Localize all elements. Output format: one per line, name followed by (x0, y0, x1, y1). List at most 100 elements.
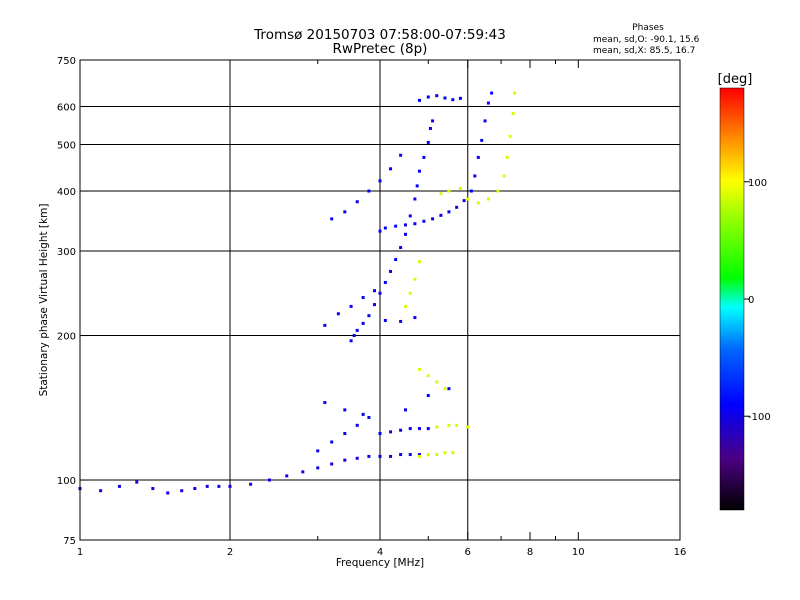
data-point (426, 95, 430, 99)
data-point (378, 432, 382, 436)
data-point (508, 134, 512, 138)
data-point (373, 289, 377, 293)
data-point (426, 427, 430, 431)
y-tick-label: 75 (63, 536, 76, 547)
y-tick-label: 300 (57, 247, 76, 258)
data-point (151, 487, 155, 491)
data-point (355, 423, 359, 427)
data-point (355, 200, 359, 204)
data-point (205, 484, 209, 488)
data-point (343, 210, 347, 214)
data-point (217, 484, 221, 488)
data-point (394, 258, 398, 262)
data-point (439, 192, 443, 196)
x-tick-label: 4 (377, 547, 383, 558)
data-point (415, 184, 419, 188)
data-point (455, 423, 459, 427)
data-point (343, 432, 347, 436)
data-point (352, 334, 356, 338)
data-point (180, 489, 184, 493)
data-point (513, 91, 517, 95)
data-point (399, 153, 403, 157)
data-point (451, 98, 455, 102)
data-point (483, 119, 487, 123)
data-point (378, 179, 382, 183)
data-point (476, 201, 480, 205)
data-point (399, 453, 403, 457)
data-point (378, 229, 382, 233)
y-axis-label: Stationary phase Virtual Height [km] (38, 204, 50, 397)
data-point (417, 454, 421, 458)
colorbar-tick-label: 0 (748, 295, 754, 306)
data-point (316, 466, 320, 470)
y-tick-label: 750 (57, 56, 76, 67)
phases-heading: Phases (632, 23, 664, 33)
data-point (502, 174, 506, 178)
data-point (267, 478, 271, 482)
data-point (383, 318, 387, 322)
data-point (166, 491, 170, 495)
data-point (408, 453, 412, 457)
colorbar-ticks: 100 0 -100 (744, 178, 771, 423)
data-point (422, 219, 426, 223)
data-point (417, 169, 421, 173)
data-point (349, 339, 353, 343)
data-point (435, 94, 439, 98)
data-point (417, 98, 421, 102)
data-point (330, 217, 334, 221)
chart-title: Tromsø 20150703 07:58:00-07:59:43 (253, 27, 506, 43)
data-point (473, 174, 477, 178)
y-tick-label: 600 (57, 103, 76, 114)
data-point (336, 312, 340, 316)
data-point (490, 91, 494, 95)
data-point (451, 451, 455, 455)
data-point (389, 454, 393, 458)
data-point (403, 223, 407, 227)
data-point (383, 280, 387, 284)
data-point (413, 277, 417, 281)
data-point (413, 222, 417, 226)
data-point (426, 453, 430, 457)
data-point (403, 232, 407, 236)
data-point (417, 367, 421, 371)
data-point (367, 189, 371, 193)
data-point (316, 449, 320, 453)
colorbar-label: [deg] (718, 72, 753, 87)
data-point (476, 155, 480, 159)
data-point (439, 213, 443, 217)
data-point (323, 323, 327, 327)
data-point (394, 224, 398, 228)
data-point (378, 291, 382, 295)
data-point (435, 380, 439, 384)
data-point (285, 474, 289, 478)
data-point (431, 217, 435, 221)
x-tick-label: 2 (227, 547, 233, 558)
data-point (417, 427, 421, 431)
data-point (469, 189, 473, 193)
colorbar-tick-label: -100 (748, 412, 771, 423)
data-point (435, 453, 439, 457)
data-point (408, 214, 412, 218)
data-point (301, 470, 305, 474)
data-point (466, 197, 470, 201)
data-point (496, 189, 500, 193)
x-tick-label: 10 (572, 547, 585, 558)
data-point (462, 199, 466, 203)
data-point (349, 304, 353, 308)
data-point (486, 197, 490, 201)
data-point (426, 374, 430, 378)
data-point (117, 484, 121, 488)
x-axis-ticks: 1 2 4 6 8 10 16 (77, 60, 686, 558)
data-point (413, 197, 417, 201)
y-axis-ticks: 75 100 200 300 400 500 600 750 (57, 56, 680, 547)
data-point (323, 401, 327, 405)
data-point (443, 451, 447, 455)
data-point (355, 456, 359, 460)
data-point (435, 425, 439, 429)
data-point (408, 291, 412, 295)
data-point (330, 440, 334, 444)
data-point (378, 454, 382, 458)
data-point (355, 328, 359, 332)
data-point (458, 96, 462, 100)
chart-subtitle: RwPretec (8p) (333, 41, 428, 57)
